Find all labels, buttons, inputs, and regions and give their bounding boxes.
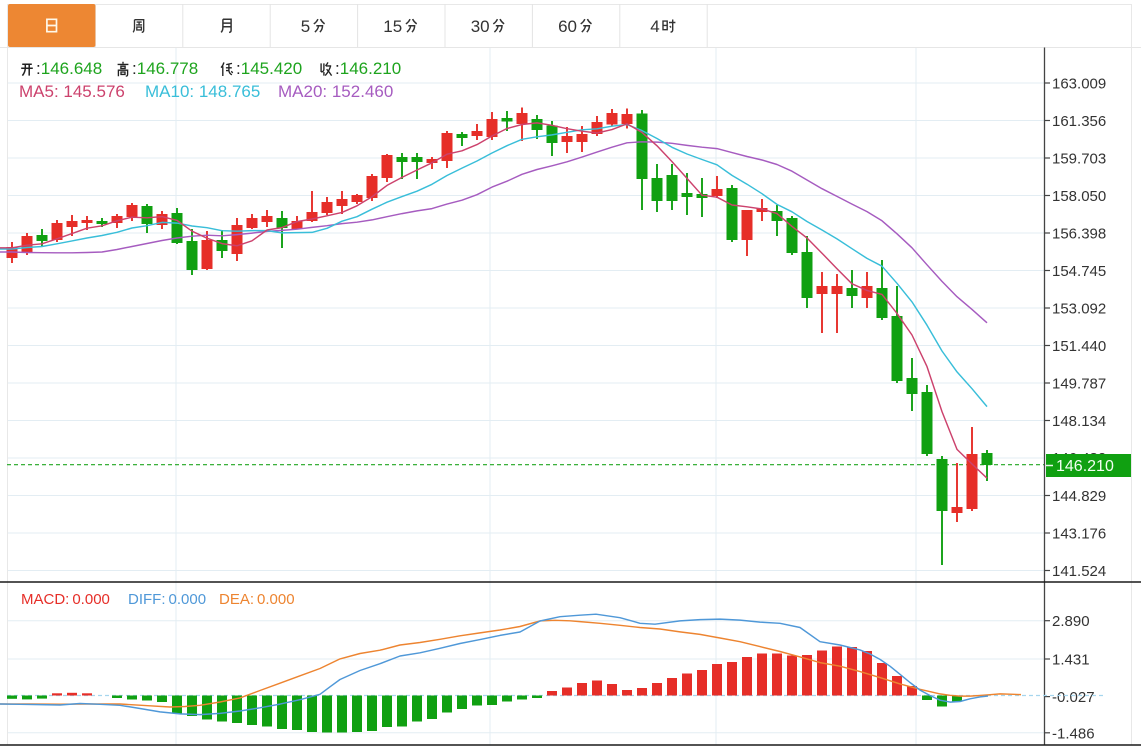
svg-text:143.176: 143.176 [1052, 526, 1106, 543]
svg-text:4: 4 [650, 17, 659, 36]
svg-text:MA5: 145.576: MA5: 145.576 [19, 82, 125, 101]
svg-text:141.524: 141.524 [1052, 563, 1106, 580]
svg-text:159.703: 159.703 [1052, 151, 1106, 168]
svg-text:148.134: 148.134 [1052, 413, 1106, 430]
svg-text:60: 60 [558, 17, 577, 36]
svg-text:144.829: 144.829 [1052, 488, 1106, 505]
svg-text:161.356: 161.356 [1052, 113, 1106, 130]
svg-text:156.398: 156.398 [1052, 226, 1106, 243]
svg-text:153.092: 153.092 [1052, 301, 1106, 318]
svg-text:151.440: 151.440 [1052, 338, 1106, 355]
svg-text::146.778: :146.778 [132, 59, 198, 78]
svg-text:MACD:0.000: MACD: 0.000 [21, 591, 110, 608]
svg-text:-1.486: -1.486 [1052, 725, 1095, 742]
svg-text:30: 30 [471, 17, 490, 36]
svg-text:149.787: 149.787 [1052, 376, 1106, 393]
svg-text:5: 5 [301, 17, 310, 36]
svg-text:DEA:0.000: DEA: 0.000 [219, 591, 295, 608]
svg-text:1.431: 1.431 [1052, 652, 1090, 669]
svg-text::145.420: :145.420 [236, 59, 302, 78]
svg-text:MA20: 152.460: MA20: 152.460 [278, 82, 393, 101]
svg-text:2.890: 2.890 [1052, 613, 1090, 630]
svg-text:-0.027: -0.027 [1052, 689, 1095, 706]
svg-text:MA10: 148.765: MA10: 148.765 [145, 82, 260, 101]
svg-text:146.210: 146.210 [1056, 458, 1114, 475]
svg-text::146.210: :146.210 [335, 59, 401, 78]
svg-text:154.745: 154.745 [1052, 263, 1106, 280]
svg-text:163.009: 163.009 [1052, 76, 1106, 93]
svg-text::146.648: :146.648 [36, 59, 102, 78]
svg-text:15: 15 [383, 17, 402, 36]
svg-text:158.050: 158.050 [1052, 188, 1106, 205]
